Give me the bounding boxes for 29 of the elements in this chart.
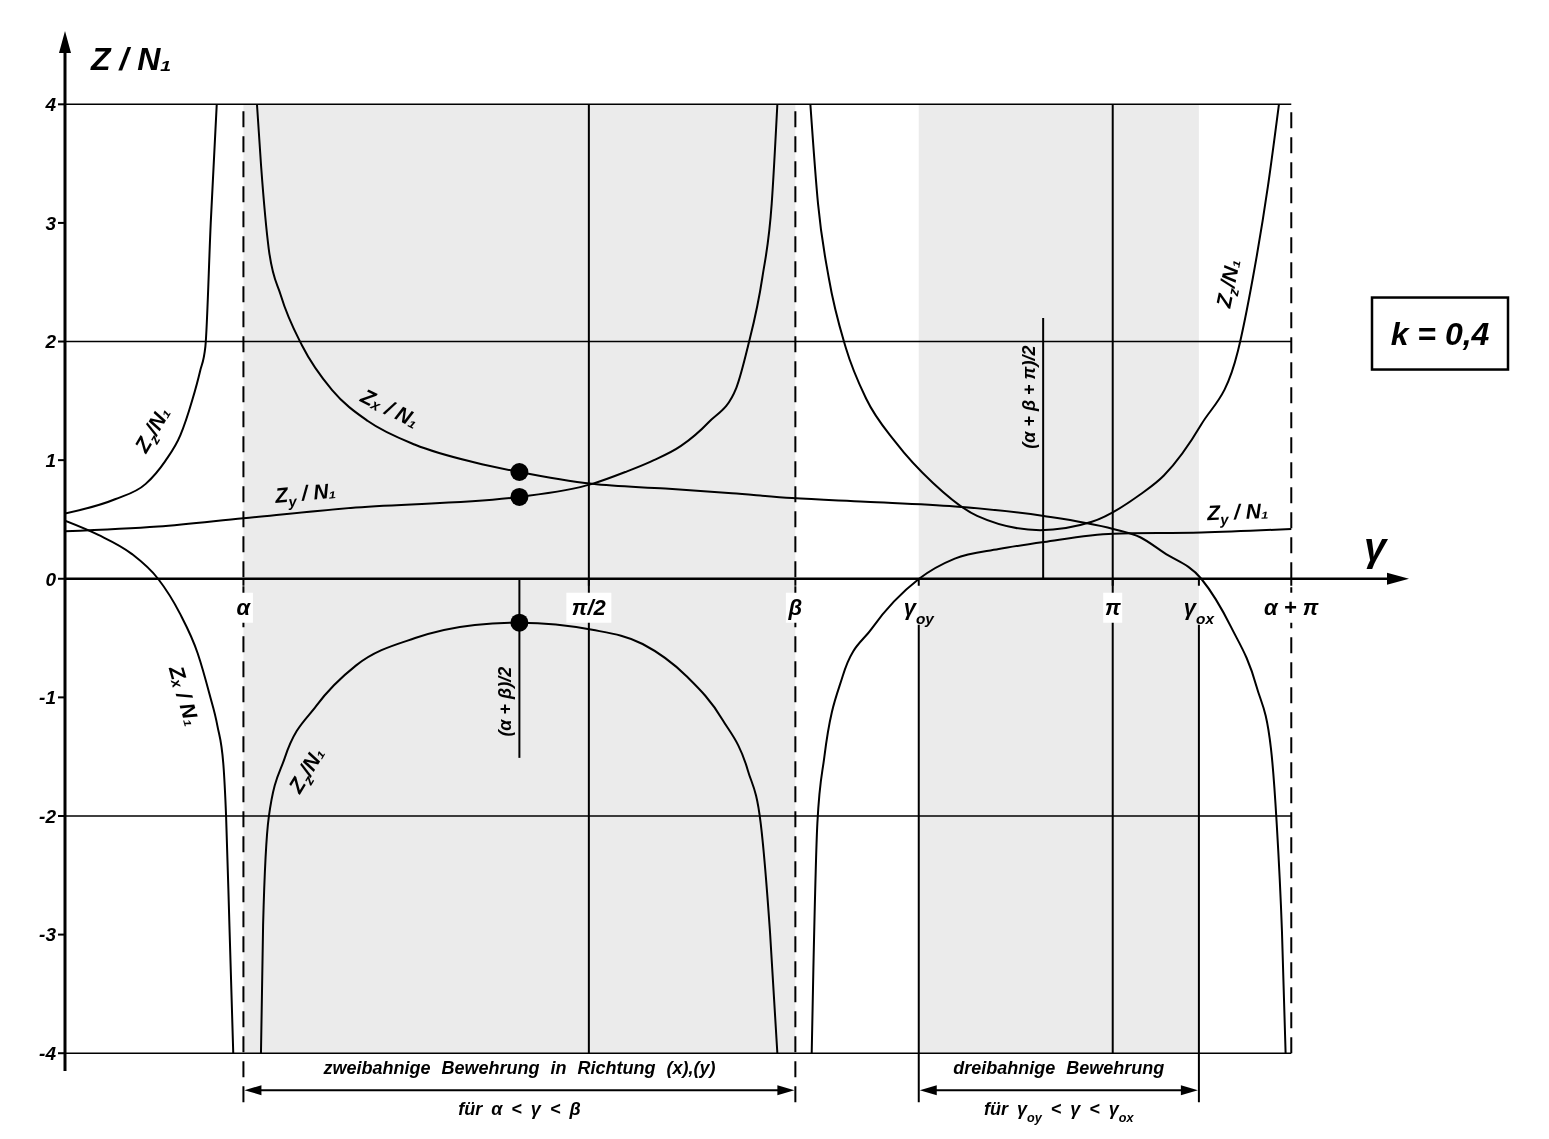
band-label: dreibahnige Bewehrung [953,1058,1165,1079]
y-tick-label: 4 [44,94,57,116]
y-tick-label: 2 [44,331,57,353]
y-tick-label: -3 [39,924,57,946]
x-tick-label: γ$_{oy}$ [903,594,936,627]
band-label: zweibahnige Bewehrung in Richtung (x),(y) [322,1058,716,1079]
y-tick-label: 3 [45,212,57,234]
y-tick-label: -2 [39,805,57,827]
x-tick-label: α [236,594,252,620]
x-tick-label: π [1104,594,1121,620]
y-tick-label: -4 [39,1042,57,1064]
y-tick-label: 1 [45,449,56,471]
ref-line-label: (α + β)/2 [495,666,516,737]
text: für α < γ < β [458,1099,581,1120]
y-tick-label: 0 [45,568,57,590]
x-tick-label: α + π [1264,594,1319,620]
text: Z$_{y}$ / N₁ [272,477,337,510]
ref-line-label: (α + β + π)/2 [1019,345,1040,449]
text: für γ$_{oy}$ < γ < γ$_{ox}$ [984,1099,1135,1126]
text: Zₓ / N₁ [356,383,423,432]
y-tick-label: -1 [39,687,56,709]
x-tick-label: γ$_{ox}$ [1183,594,1216,627]
y-axis-title: Z / N₁ [90,41,172,77]
x-tick-label: π/2 [571,594,606,620]
x-axis-title: γ [1363,524,1389,569]
annotation: k = 0,4 [1390,315,1490,352]
text: Z$_{y}$ / N₁ [1206,498,1269,528]
x-tick-label: β [787,594,803,620]
text: Zₓ / N₁ [165,663,205,729]
